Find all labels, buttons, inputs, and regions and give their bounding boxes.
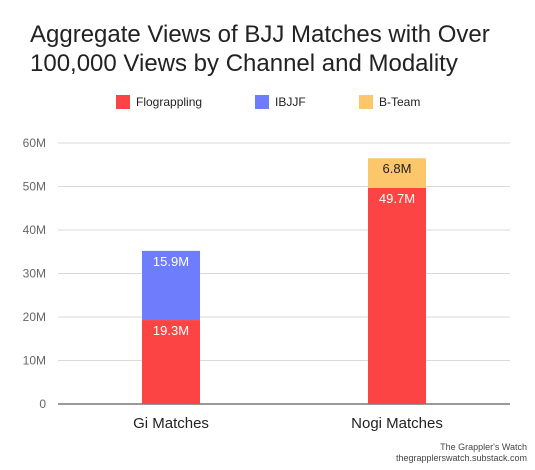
data-label: 6.8M [383, 161, 412, 176]
y-tick-label: 40M [23, 223, 46, 237]
chart-title-line-2: 100,000 Views by Channel and Modality [30, 50, 458, 77]
legend-swatch-ibjjf [255, 95, 269, 109]
y-tick-label: 60M [23, 136, 46, 150]
legend-item-b-team: B-Team [359, 95, 420, 109]
y-tick-label: 30M [23, 267, 46, 281]
data-label: 49.7M [379, 191, 415, 206]
bar-flograppling [368, 187, 426, 404]
bar-flograppling [142, 320, 200, 404]
chart-title-line-1: Aggregate Views of BJJ Matches with Over [30, 21, 490, 48]
chart-legend: Flograppling IBJJF B-Team [0, 95, 535, 113]
legend-label-flograppling: Flograppling [136, 95, 203, 109]
chart-title: Aggregate Views of BJJ Matches with Over… [30, 20, 520, 78]
legend-item-ibjjf: IBJJF [255, 95, 306, 109]
bar-ibjjf [142, 250, 200, 321]
y-tick-label: 20M [23, 310, 46, 324]
legend-swatch-flograppling [116, 95, 130, 109]
legend-item-flograppling: Flograppling [116, 95, 202, 109]
data-label: 19.3M [153, 323, 189, 338]
y-tick-label: 50M [23, 180, 46, 194]
y-tick-label: 10M [23, 354, 46, 368]
legend-swatch-b-team [359, 95, 373, 109]
credit: The Grappler's Watch thegrapplerswatch.s… [396, 442, 527, 464]
data-label: 15.9M [153, 254, 189, 269]
credit-line-1: The Grappler's Watch [440, 442, 527, 452]
legend-label-b-team: B-Team [379, 95, 421, 109]
credit-line-2: thegrapplerswatch.substack.com [395, 453, 527, 463]
legend-label-ibjjf: IBJJF [275, 95, 306, 109]
bar-b-team [368, 158, 426, 188]
x-tick-label: Gi Matches [133, 415, 209, 432]
y-tick-label: 0 [39, 397, 46, 411]
x-tick-label: Nogi Matches [351, 415, 443, 432]
